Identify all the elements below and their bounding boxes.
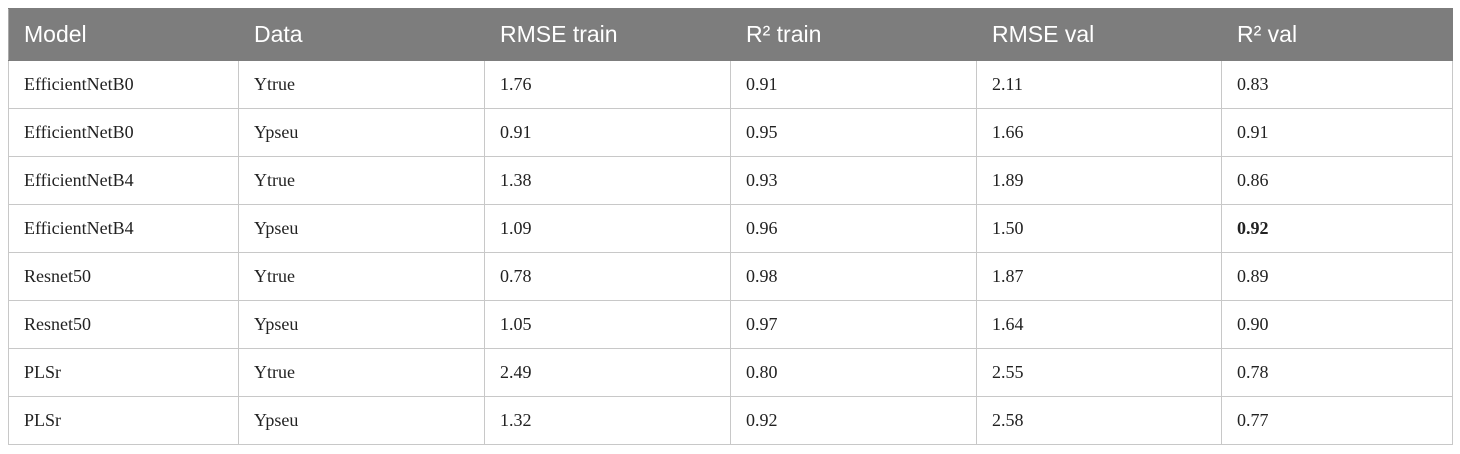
table-row: Resnet50 Ypseu 1.05 0.97 1.64 0.90 xyxy=(8,300,1453,349)
table-cell: 0.92 xyxy=(730,396,977,445)
table-cell: 1.87 xyxy=(976,252,1222,301)
header-row: Model Data RMSE train R² train RMSE val R² va… xyxy=(8,8,1453,61)
table-cell: 1.76 xyxy=(484,60,731,109)
table-cell: Ytrue xyxy=(238,348,485,397)
table-cell: Ytrue xyxy=(238,252,485,301)
table-cell: EfficientNetB0 xyxy=(8,108,239,157)
header-cell: R² train xyxy=(730,8,977,61)
table-cell: Ypseu xyxy=(238,300,485,349)
table-row: EfficientNetB0 Ytrue 1.76 0.91 2.11 0.83 xyxy=(8,60,1453,109)
table-cell: Resnet50 xyxy=(8,252,239,301)
table-cell: 1.38 xyxy=(484,156,731,205)
table-cell: Ytrue xyxy=(238,60,485,109)
table-cell: Ypseu xyxy=(238,396,485,445)
table-cell: Ypseu xyxy=(238,108,485,157)
table-cell: 1.32 xyxy=(484,396,731,445)
table-cell: 0.90 xyxy=(1221,300,1453,349)
table-cell: 0.86 xyxy=(1221,156,1453,205)
table-cell: Resnet50 xyxy=(8,300,239,349)
table-cell: 1.05 xyxy=(484,300,731,349)
table-cell: Ypseu xyxy=(238,204,485,253)
table-cell: 0.96 xyxy=(730,204,977,253)
table-cell: 0.95 xyxy=(730,108,977,157)
header-cell: Model xyxy=(8,8,239,61)
results-table: Model Data RMSE train R² train RMSE val R² va… xyxy=(8,8,1453,445)
table-cell: 1.64 xyxy=(976,300,1222,349)
table-cell: 0.78 xyxy=(1221,348,1453,397)
header-cell: RMSE val xyxy=(976,8,1222,61)
table-cell: 2.49 xyxy=(484,348,731,397)
table-cell: 0.78 xyxy=(484,252,731,301)
table-cell: 0.89 xyxy=(1221,252,1453,301)
table-cell: 1.66 xyxy=(976,108,1222,157)
table-cell: 0.77 xyxy=(1221,396,1453,445)
table-cell: 0.83 xyxy=(1221,60,1453,109)
table-cell: 0.91 xyxy=(1221,108,1453,157)
header-cell: Data xyxy=(238,8,485,61)
table-cell: 0.92 xyxy=(1221,204,1453,253)
table-cell: 2.11 xyxy=(976,60,1222,109)
table-cell: EfficientNetB0 xyxy=(8,60,239,109)
table-cell: 0.91 xyxy=(484,108,731,157)
table-cell: 0.91 xyxy=(730,60,977,109)
table-cell: EfficientNetB4 xyxy=(8,156,239,205)
table-cell: 0.93 xyxy=(730,156,977,205)
table-header: Model Data RMSE train R² train RMSE val R² va… xyxy=(8,8,1453,61)
table-cell: 2.58 xyxy=(976,396,1222,445)
table-cell: 1.89 xyxy=(976,156,1222,205)
table-row: EfficientNetB4 Ypseu 1.09 0.96 1.50 0.92 xyxy=(8,204,1453,253)
table-body: EfficientNetB0 Ytrue 1.76 0.91 2.11 0.83 Effic… xyxy=(8,60,1453,445)
table-cell: EfficientNetB4 xyxy=(8,204,239,253)
table-cell: 0.98 xyxy=(730,252,977,301)
table-cell: Ytrue xyxy=(238,156,485,205)
table-cell: 0.97 xyxy=(730,300,977,349)
header-cell: RMSE train xyxy=(484,8,731,61)
table-row: EfficientNetB0 Ypseu 0.91 0.95 1.66 0.91 xyxy=(8,108,1453,157)
table-cell: 1.09 xyxy=(484,204,731,253)
table-cell: PLSr xyxy=(8,396,239,445)
table-cell: 2.55 xyxy=(976,348,1222,397)
header-cell: R² val xyxy=(1221,8,1453,61)
table-cell: 1.50 xyxy=(976,204,1222,253)
table-cell: 0.80 xyxy=(730,348,977,397)
table-row: PLSr Ytrue 2.49 0.80 2.55 0.78 xyxy=(8,348,1453,397)
table-row: Resnet50 Ytrue 0.78 0.98 1.87 0.89 xyxy=(8,252,1453,301)
table-row: PLSr Ypseu 1.32 0.92 2.58 0.77 xyxy=(8,396,1453,445)
table-row: EfficientNetB4 Ytrue 1.38 0.93 1.89 0.86 xyxy=(8,156,1453,205)
table-cell: PLSr xyxy=(8,348,239,397)
